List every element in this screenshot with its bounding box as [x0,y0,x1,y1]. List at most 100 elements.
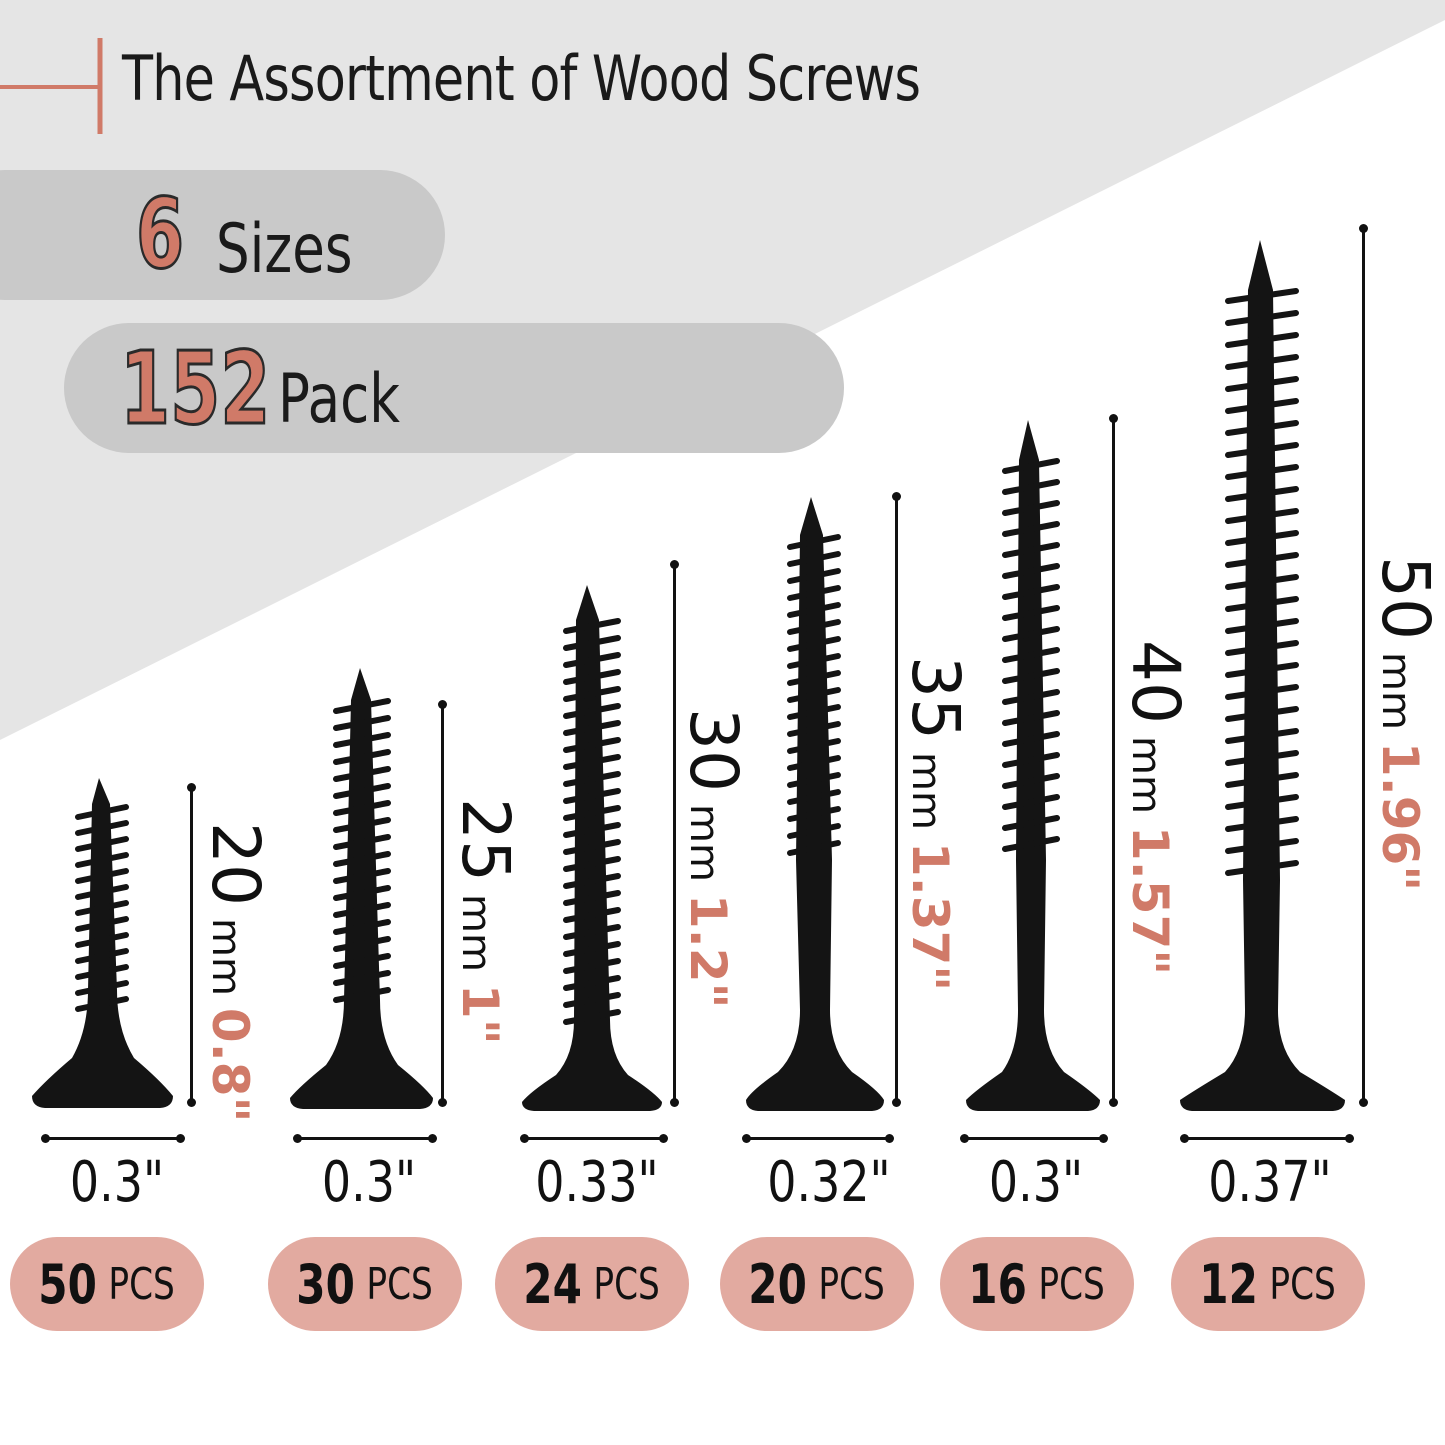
screw-thread [333,783,391,799]
quantity-unit: PCS [366,1258,433,1310]
screw-thread [1225,706,1299,722]
screw-thread [787,823,841,839]
sizes-label: Sizes [216,210,353,289]
screw-thread [787,602,841,618]
screw-thread [787,721,841,737]
screw-thread [563,652,621,668]
screw-thread [563,737,621,753]
screw-thread [787,806,841,822]
screw-thread [1225,728,1299,744]
length-mm: 50 [1367,556,1444,640]
width-label: 0.3" [321,1150,417,1215]
length-mm: 40 [1117,640,1194,724]
screw-thread [1225,464,1299,480]
screw-thread [333,919,391,935]
screw-thread [333,970,391,986]
screw-thread [1225,508,1299,524]
screw-thread [1002,752,1060,768]
screw-thread [1002,479,1060,495]
screw-thread [1002,815,1060,831]
screw-thread [1225,618,1299,634]
screw-thread [563,771,621,787]
screw-thread [75,964,129,980]
screw-thread [563,890,621,906]
screw-thread [787,738,841,754]
screw-thread [1002,500,1060,516]
quantity-unit: PCS [1038,1258,1105,1310]
screw-thread [1002,731,1060,747]
screw-thread [333,766,391,782]
screw-thread [563,754,621,770]
screw-thread [1225,310,1299,326]
screw-thread [1002,542,1060,558]
screw-thread [1002,794,1060,810]
screw-thread [563,788,621,804]
screw-thread [1225,398,1299,414]
screw-thread [787,670,841,686]
length-label: 30 mm 1.2" [675,708,752,1009]
screw-thread [333,834,391,850]
pack-label: Pack [278,360,400,439]
width-dimension-line [293,1134,437,1143]
width-label: 0.32" [767,1150,891,1215]
length-label: 35 mm 1.37" [897,656,974,992]
screw-thread [75,804,129,820]
screw-thread [1002,584,1060,600]
screw-thread [333,885,391,901]
screw-thread [1225,574,1299,590]
screw-thread [1225,288,1299,304]
screw-thread [75,884,129,900]
screw-thread [563,669,621,685]
screws-illustration [32,240,1345,1111]
quantity-count: 24 [523,1252,582,1316]
quantity-count: 20 [748,1252,807,1316]
width-label: 0.3" [988,1150,1084,1215]
mm-unit: mm [203,917,249,996]
width-dimension-line [41,1134,185,1143]
screw-30mm-icon [522,585,662,1111]
length-mm: 35 [897,656,974,740]
screw-thread [1225,684,1299,700]
quantity-badge: 16 PCS [940,1237,1134,1331]
screw-thread [563,941,621,957]
quantity-count: 50 [38,1252,97,1316]
screw-thread [75,868,129,884]
length-label: 50 mm 1.96" [1367,556,1444,891]
screw-thread [563,805,621,821]
screw-thread [1002,605,1060,621]
mm-unit: mm [1373,651,1419,730]
screw-thread [333,817,391,833]
screw-thread [333,851,391,867]
quantity-unit: PCS [818,1258,885,1310]
quantity-count: 16 [968,1252,1027,1316]
length-label: 25 mm 1" [447,798,524,1045]
screw-thread [1225,860,1299,876]
sizes-badge [0,170,445,300]
screw-thread [563,618,621,634]
quantity-badge: 12 PCS [1171,1237,1365,1331]
screw-25mm-icon [290,668,433,1109]
screw-thread [333,715,391,731]
width-dimension-line [960,1134,1108,1143]
screw-thread [1002,458,1060,474]
screw-thread [1002,668,1060,684]
screw-thread [787,772,841,788]
length-inches: 1.37" [901,841,959,992]
length-label: 40 mm 1.57" [1117,640,1194,975]
screw-thread [563,924,621,940]
screw-thread [563,907,621,923]
quantity-count: 30 [296,1252,355,1316]
screw-thread [1225,750,1299,766]
screw-thread [1225,640,1299,656]
screw-thread [787,551,841,567]
pack-badge [64,323,844,453]
screw-thread [563,703,621,719]
screw-thread [563,635,621,651]
mm-unit: mm [453,893,499,972]
screw-thread [333,698,391,714]
screw-thread [75,948,129,964]
screw-thread [787,534,841,550]
screw-thread [563,873,621,889]
screw-thread [563,958,621,974]
